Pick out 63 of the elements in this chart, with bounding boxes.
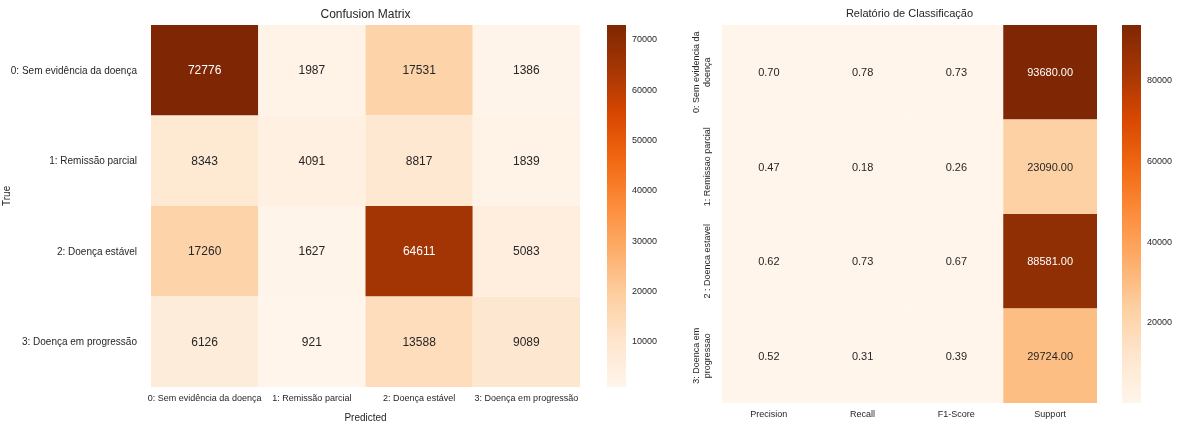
x-tick-label: 2: Doença estável (383, 393, 456, 404)
data-label: 17260 (187, 244, 222, 259)
data-label: 4091 (298, 153, 326, 168)
chart-title: Relatório de Classificação (844, 7, 975, 19)
color-bar-label: 10000 (632, 336, 658, 347)
data-label: 0.18 (851, 160, 874, 173)
y-axis-title: True (0, 185, 12, 206)
data-label: 93680.00 (1027, 66, 1074, 79)
x-tick-label: 0: Sem evidência da doença (147, 393, 262, 404)
x-axis-title: Predicted (344, 412, 387, 423)
data-label: 0.73 (945, 66, 968, 79)
data-label: 0.67 (945, 255, 968, 268)
color-bar-label: 60000 (1147, 156, 1173, 167)
data-label: 0.62 (758, 255, 780, 268)
data-label: 1627 (298, 244, 326, 259)
data-label: 0.73 (851, 255, 874, 268)
data-label: 64611 (402, 244, 436, 259)
data-label: 1839 (513, 153, 541, 168)
color-bar-label: 20000 (1147, 317, 1173, 328)
data-label: 1987 (298, 63, 326, 78)
data-label: 1386 (513, 63, 541, 78)
color-bar-label: 20000 (632, 286, 658, 297)
data-label: 8817 (405, 153, 433, 168)
y-tick-label: 0: Sem evidencia da doença (691, 31, 712, 114)
y-tick-label: 3: Doenca em progressao (691, 327, 712, 384)
data-label: 13588 (402, 334, 437, 349)
color-bar-label: 80000 (1147, 75, 1173, 86)
y-tick-label: 3: Doença em progressão (21, 336, 138, 348)
data-label: 0.39 (945, 349, 968, 362)
x-tick-label: 3: Doença em progressão (474, 393, 579, 404)
data-label: 0.52 (758, 349, 780, 362)
color-bar-label: 30000 (632, 235, 658, 246)
y-tick-label: 1: Remissão parcial (49, 155, 137, 167)
color-bar-label: 40000 (1147, 236, 1173, 247)
data-label: 9089 (513, 334, 541, 349)
color-bar-label: 70000 (632, 34, 658, 45)
data-label: 0.78 (851, 66, 874, 79)
x-tick-label: 1: Remissão parcial (272, 393, 352, 404)
x-tick-label: F1-Score (937, 409, 975, 420)
data-label: 5083 (513, 244, 541, 259)
data-label: 88581.00 (1027, 255, 1074, 268)
data-label: 23090.00 (1027, 160, 1074, 173)
data-label: 72776 (187, 63, 222, 78)
data-label: 6126 (191, 334, 219, 349)
color-bar-label: 60000 (632, 84, 658, 95)
x-tick-label: Precision (750, 409, 788, 420)
data-label: 0.70 (758, 66, 780, 79)
x-tick-label: Support (1034, 409, 1067, 420)
data-label: 29724.00 (1027, 349, 1074, 362)
y-tick-label: 1: Remissao parcial (702, 127, 712, 207)
color-bar-label: 40000 (632, 185, 658, 196)
color-bar-label: 50000 (632, 134, 658, 145)
y-tick-label: 0: Sem evidência da doença (10, 64, 138, 76)
y-tick-label: 2: Doença estável (56, 245, 137, 257)
y-tick-label: 2 : Doenca estavel (702, 223, 712, 299)
data-label: 8343 (191, 153, 219, 168)
data-label: 0.26 (945, 160, 968, 173)
data-label: 921 (301, 334, 323, 349)
data-label: 0.31 (851, 349, 874, 362)
x-tick-label: Recall (850, 409, 876, 420)
data-label: 17531 (402, 63, 437, 78)
data-label: 0.47 (758, 160, 780, 173)
chart-title: Confusion Matrix (319, 7, 412, 21)
